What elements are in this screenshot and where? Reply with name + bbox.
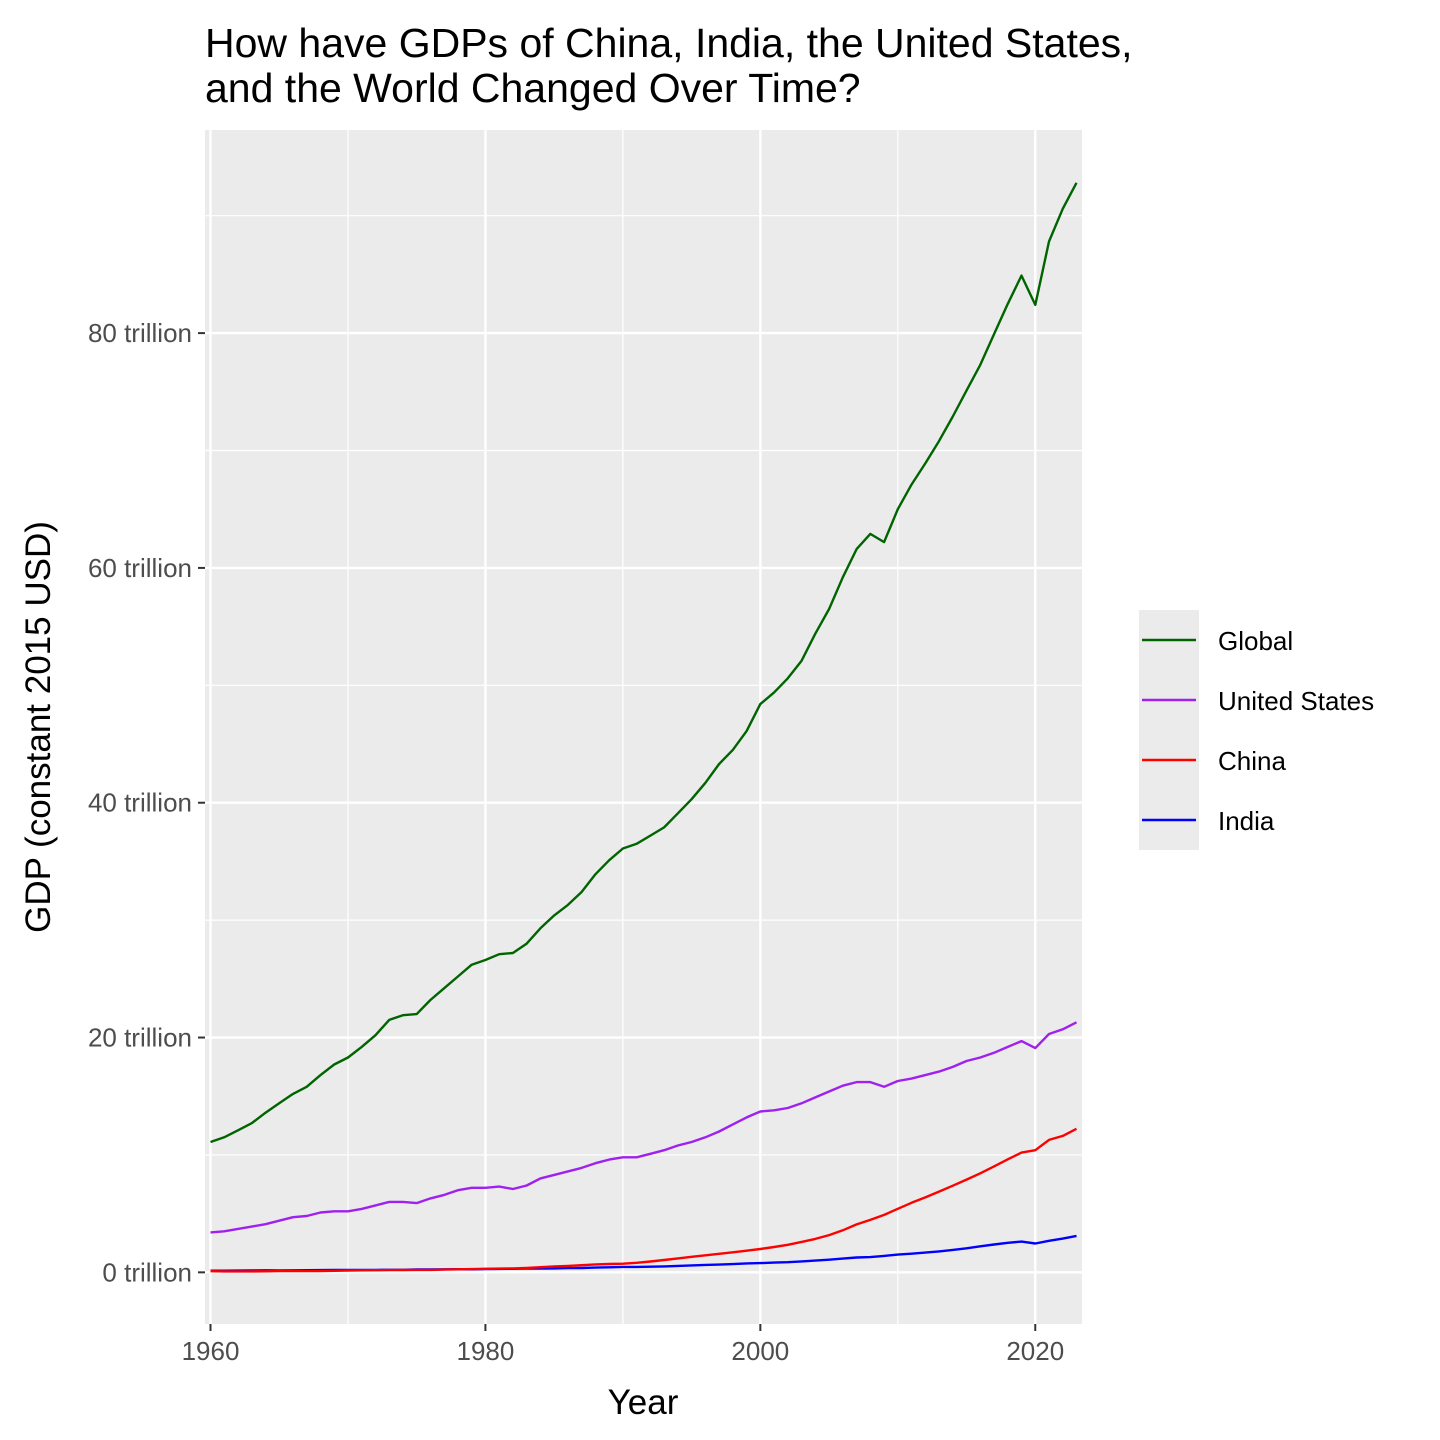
legend-label-china: China — [1218, 746, 1286, 776]
legend-label-global: Global — [1218, 626, 1293, 656]
series-lines — [210, 182, 1078, 1273]
y-tick-label: 80 trillion — [88, 318, 192, 348]
major-gridlines — [205, 130, 1082, 1324]
legend: Global United States China India — [1139, 610, 1374, 850]
plot-panel — [205, 130, 1082, 1324]
legend-key-background — [1139, 610, 1199, 850]
chart-title-line-2: and the World Changed Over Time? — [205, 65, 861, 111]
y-tick-label: 20 trillion — [88, 1023, 192, 1053]
y-tick-label: 0 trillion — [102, 1257, 192, 1287]
x-tick-label: 1980 — [456, 1336, 514, 1366]
legend-label-united-states: United States — [1218, 686, 1374, 716]
series-line-china — [210, 1127, 1078, 1273]
y-axis: 0 trillion 20 trillion 40 trillion 60 trill… — [88, 318, 205, 1287]
series-line-united-states — [210, 1021, 1078, 1234]
legend-label-india: India — [1218, 806, 1275, 836]
y-tick-label: 40 trillion — [88, 788, 192, 818]
x-axis: 1960 1980 2000 2020 — [182, 1324, 1064, 1366]
y-axis-title: GDP (constant 2015 USD) — [19, 521, 58, 933]
y-tick-label: 60 trillion — [88, 553, 192, 583]
x-tick-label: 2000 — [731, 1336, 789, 1366]
x-tick-label: 2020 — [1006, 1336, 1064, 1366]
x-axis-title: Year — [608, 1383, 679, 1422]
x-tick-label: 1960 — [182, 1336, 240, 1366]
series-line-global — [210, 182, 1078, 1144]
chart-title-line-1: How have GDPs of China, India, the Unite… — [205, 20, 1133, 66]
minor-gridlines — [205, 130, 1082, 1324]
